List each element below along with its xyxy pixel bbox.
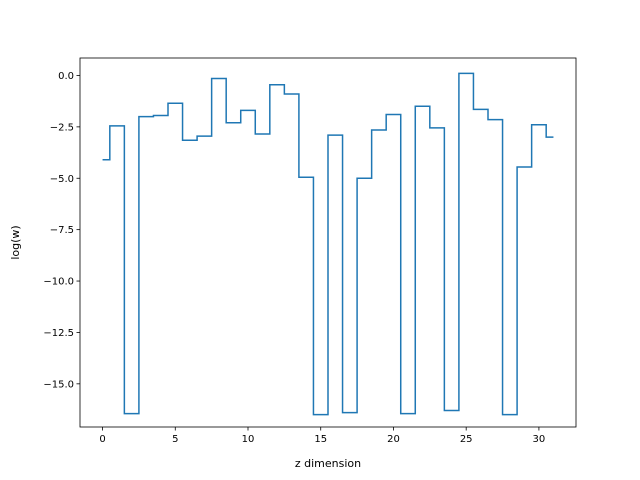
series-line — [102, 72, 554, 416]
x-tick-label: 25 — [460, 434, 473, 445]
y-tick-label: −5.0 — [50, 174, 74, 185]
plot-area — [102, 72, 554, 416]
y-tick-label: −2.5 — [50, 122, 74, 133]
x-tick-label: 20 — [387, 434, 400, 445]
y-axis-label: log(w) — [9, 225, 22, 259]
x-tick-label: 15 — [314, 434, 327, 445]
y-axis-ticks: 0.0 −2.5 −5.0 −7.5 −10.0 −12.5 −15.0 — [43, 71, 80, 390]
x-axis-ticks: 0 5 10 15 20 25 30 — [99, 427, 545, 445]
y-tick-label: −15.0 — [43, 379, 74, 390]
x-tick-label: 5 — [172, 434, 178, 445]
axes-frame — [79, 57, 577, 428]
y-tick-label: −7.5 — [50, 225, 74, 236]
x-tick-label: 0 — [99, 434, 105, 445]
x-tick-label: 30 — [533, 434, 546, 445]
x-tick-label: 10 — [242, 434, 255, 445]
y-tick-label: −12.5 — [43, 328, 74, 339]
y-tick-label: −10.0 — [43, 277, 74, 288]
y-tick-label: 0.0 — [58, 71, 74, 82]
x-axis-label: z dimension — [295, 457, 361, 470]
